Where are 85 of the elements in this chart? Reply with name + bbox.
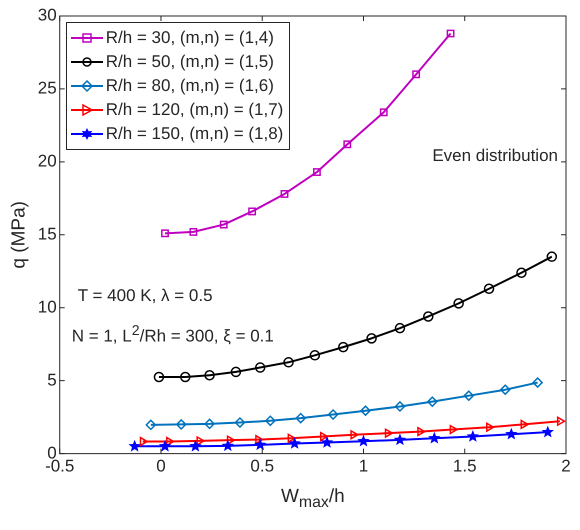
legend-label: R/h = 30, (m,n) = (1,4) xyxy=(106,28,274,48)
x-tick-label: 0 xyxy=(156,456,166,476)
point xyxy=(464,390,474,401)
point xyxy=(140,436,148,446)
x-tick-label: 0.5 xyxy=(250,456,274,476)
y-axis-title: q (MPa) xyxy=(8,201,30,269)
annotation: Even distribution xyxy=(432,146,558,166)
point xyxy=(128,440,141,452)
point xyxy=(394,433,406,446)
annotation: N = 1, L$^{2}$/Rh = 300, ξ = 0.1 xyxy=(72,323,274,347)
point xyxy=(288,434,296,443)
point xyxy=(280,190,288,198)
point xyxy=(412,70,420,78)
point xyxy=(254,362,266,373)
y-tick-label: 20 xyxy=(38,152,57,171)
legend-label: R/h = 80, (m,n) = (1,6) xyxy=(106,76,274,96)
point xyxy=(310,350,320,361)
point xyxy=(486,422,494,432)
point xyxy=(380,108,388,116)
point xyxy=(288,437,301,449)
point xyxy=(312,168,321,176)
point xyxy=(196,436,205,446)
y-tick-label: 5 xyxy=(47,370,57,390)
legend-label: R/h = 120, (m,n) = (1,7) xyxy=(106,100,284,120)
point xyxy=(446,30,454,38)
point xyxy=(265,416,276,426)
y-tick-label: 25 xyxy=(38,78,57,98)
point xyxy=(505,428,518,440)
point xyxy=(189,228,198,236)
x-axis-title: W$_{max}$/h xyxy=(280,486,345,512)
point xyxy=(295,412,306,424)
point xyxy=(254,438,266,450)
point xyxy=(204,370,215,381)
legend-label: R/h = 150, (m,n) = (1,8) xyxy=(106,124,284,144)
y-tick-label: 30 xyxy=(38,6,57,25)
point xyxy=(484,284,494,294)
x-tick-label: 2 xyxy=(561,456,571,476)
point xyxy=(556,416,566,426)
point xyxy=(176,419,186,430)
point xyxy=(384,428,394,438)
point xyxy=(161,229,169,238)
point xyxy=(226,436,236,445)
point xyxy=(427,396,438,407)
point xyxy=(158,440,172,452)
point xyxy=(542,426,554,438)
point xyxy=(520,420,529,430)
point xyxy=(204,418,215,430)
point xyxy=(357,434,370,446)
point xyxy=(230,366,242,378)
point xyxy=(417,426,426,436)
annotation: T = 400 K, λ = 0.5 xyxy=(78,286,213,306)
point xyxy=(366,333,377,344)
point xyxy=(466,430,480,442)
point xyxy=(328,409,338,420)
point xyxy=(360,405,371,416)
point xyxy=(234,417,246,428)
point xyxy=(180,372,191,382)
point xyxy=(546,251,558,262)
point xyxy=(423,311,434,322)
point xyxy=(320,436,334,448)
x-tick-label: 1.5 xyxy=(452,456,477,476)
point xyxy=(350,430,359,440)
point xyxy=(532,377,543,388)
point xyxy=(428,432,441,444)
x-tick-label: 1 xyxy=(358,456,368,476)
y-tick-label: 10 xyxy=(38,297,57,316)
point xyxy=(222,439,234,452)
point xyxy=(283,357,294,368)
point xyxy=(189,440,202,452)
point xyxy=(516,267,527,278)
point xyxy=(320,432,328,442)
point xyxy=(394,322,406,334)
point xyxy=(338,342,348,352)
point xyxy=(154,372,164,382)
y-tick-label: 15 xyxy=(38,224,57,244)
point xyxy=(453,298,464,309)
point xyxy=(343,140,352,148)
point xyxy=(248,208,256,216)
point xyxy=(146,420,156,430)
point xyxy=(394,401,406,412)
legend-label: R/h = 50, (m,n) = (1,5) xyxy=(106,52,274,72)
point xyxy=(450,424,458,434)
point xyxy=(255,434,264,444)
point xyxy=(220,220,228,229)
point xyxy=(500,384,510,395)
